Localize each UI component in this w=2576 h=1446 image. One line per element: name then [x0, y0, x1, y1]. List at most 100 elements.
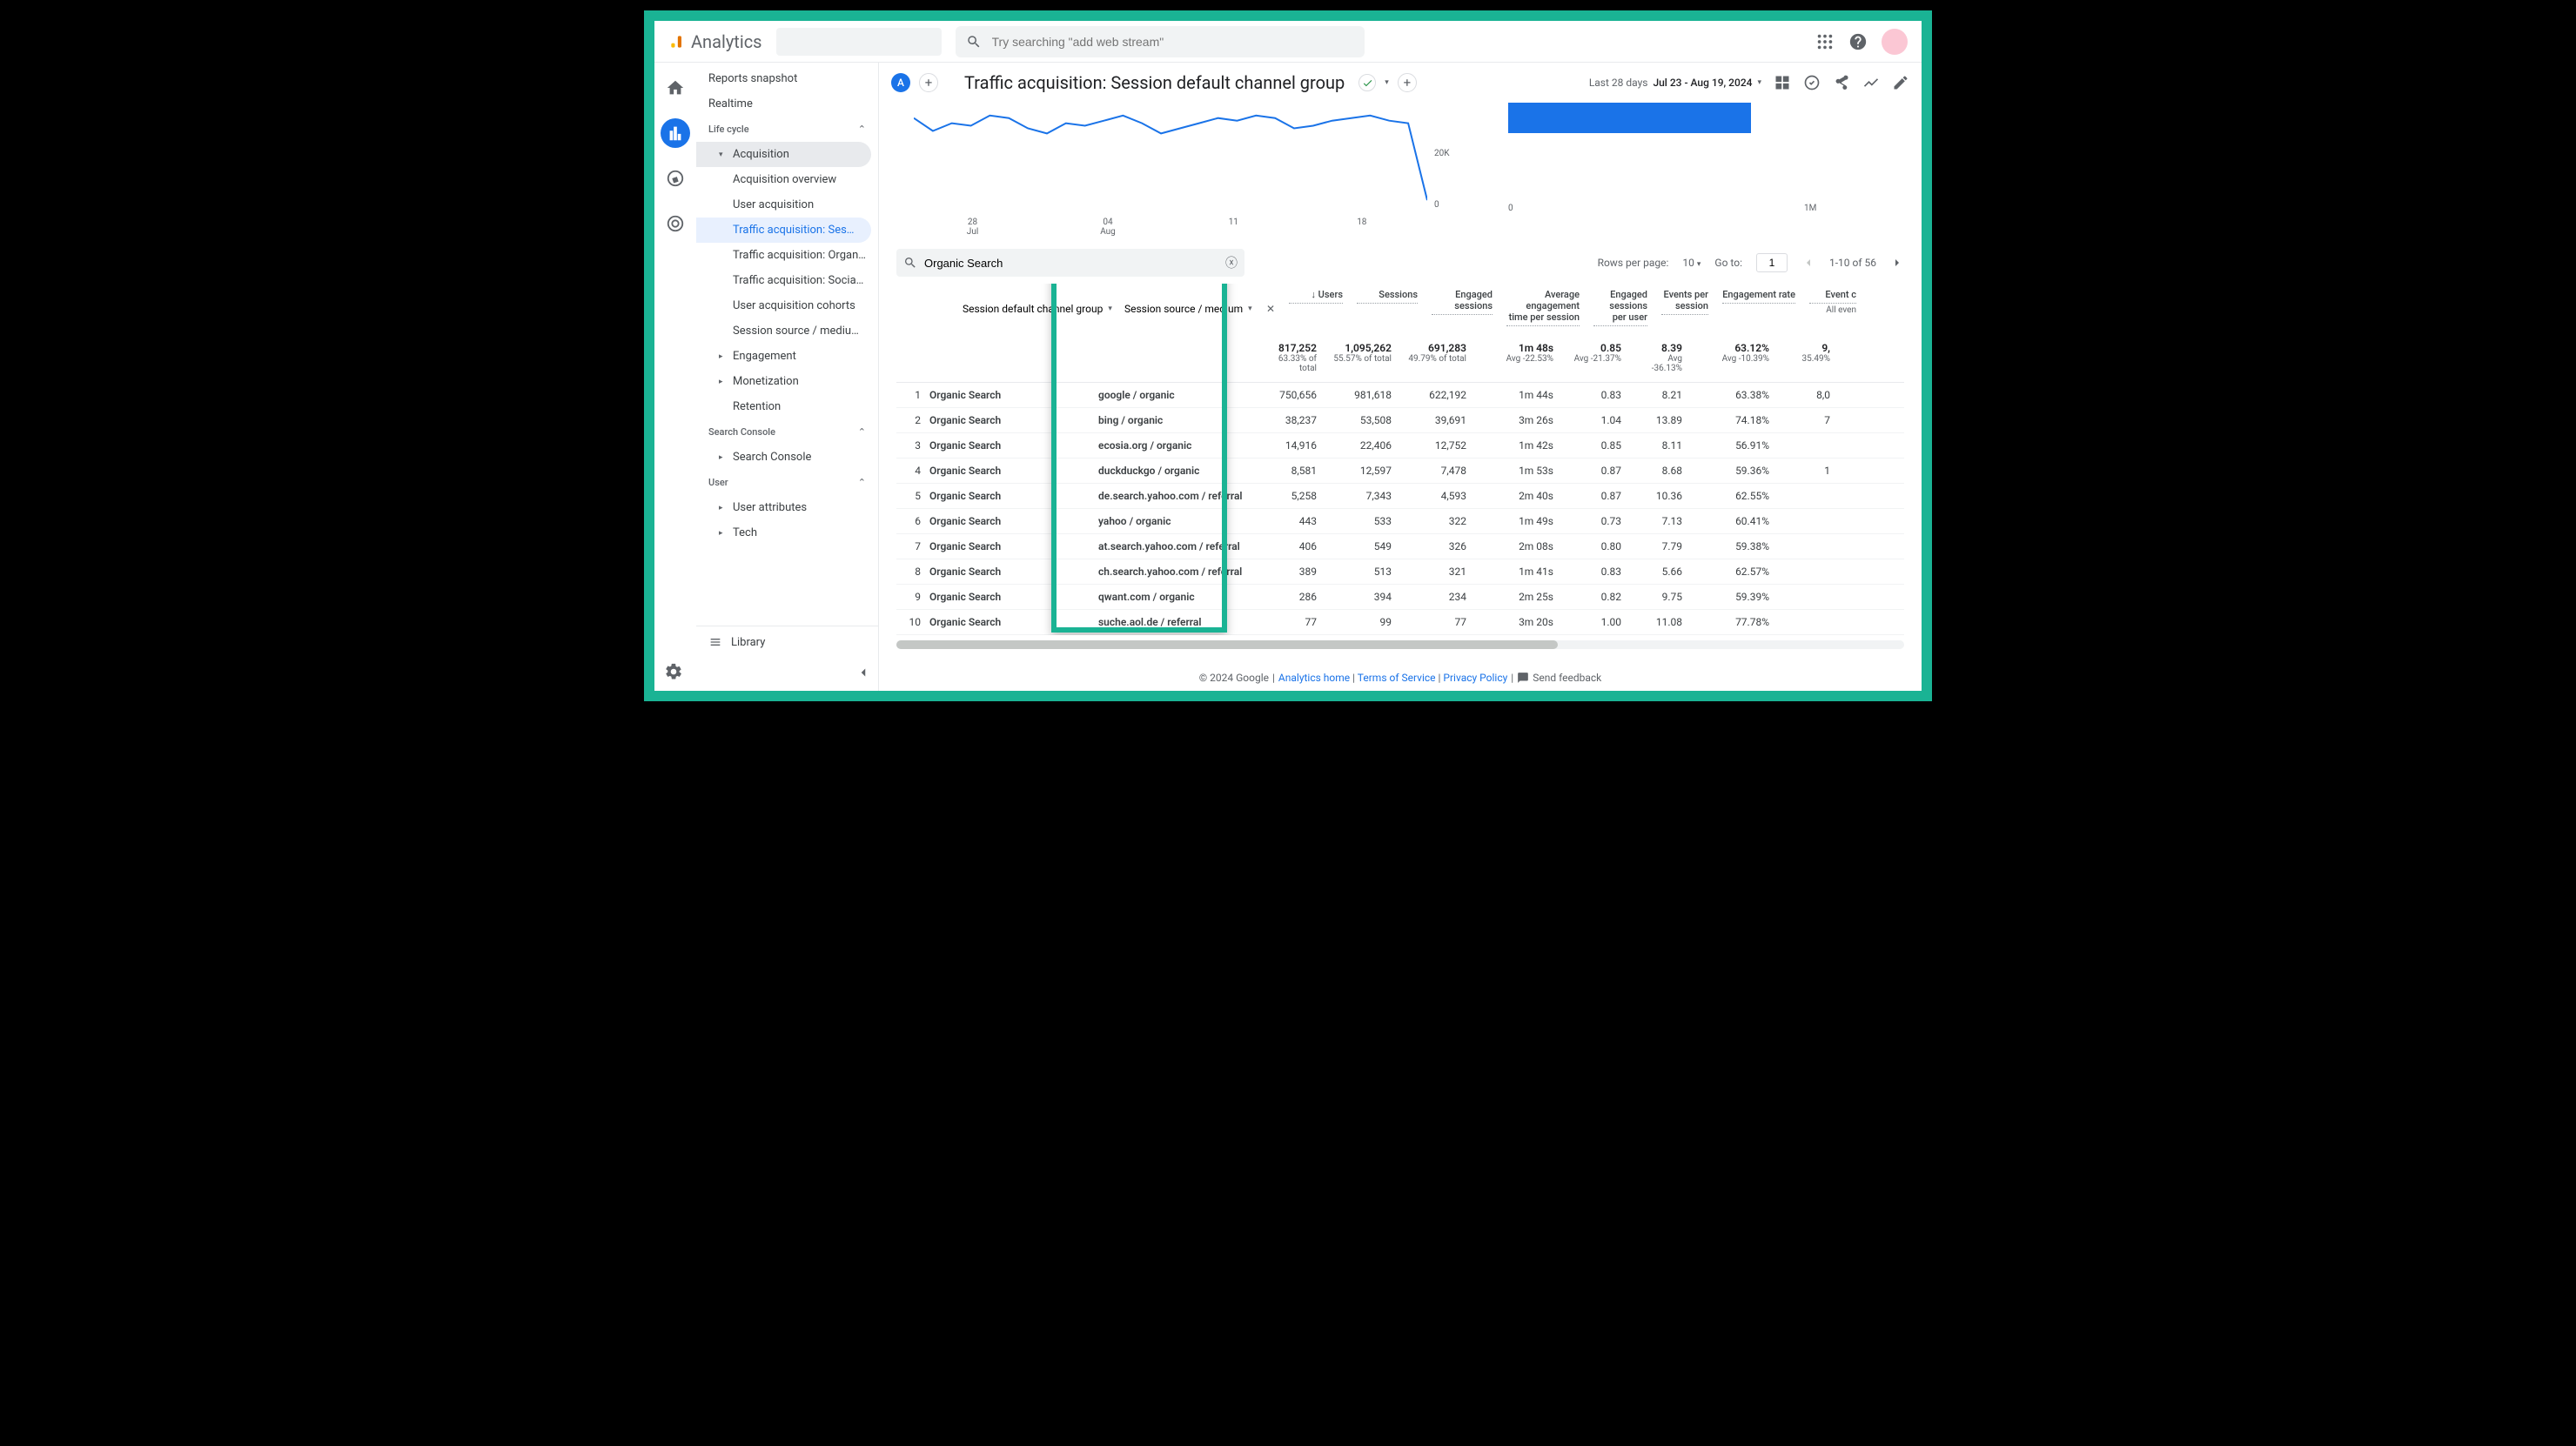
nav-home[interactable]	[661, 73, 690, 103]
report-header: A + Traffic acquisition: Session default…	[879, 63, 1922, 103]
nav-explore[interactable]	[661, 164, 690, 193]
totals-cell: 1m 48sAvg -22.53%	[1473, 342, 1560, 373]
nav-advertising[interactable]	[661, 209, 690, 238]
table-row[interactable]: 4Organic Searchduckduckgo / organic8,581…	[896, 459, 1904, 484]
table-row[interactable]: 6Organic Searchyahoo / organic4435333221…	[896, 509, 1904, 534]
table-row[interactable]: 7Organic Searchat.search.yahoo.com / ref…	[896, 534, 1904, 559]
totals-cell: 63.12%Avg -10.39%	[1689, 342, 1776, 373]
page-title: Traffic acquisition: Session default cha…	[964, 72, 1345, 93]
bar-x-label: 0	[1508, 204, 1513, 213]
column-header[interactable]: Engagement rate	[1715, 289, 1802, 328]
rows-per-page-label: Rows per page:	[1598, 257, 1669, 269]
property-selector[interactable]	[776, 28, 942, 56]
sidebar-leaf[interactable]: User acquisition cohorts	[696, 293, 878, 318]
table-row[interactable]: 2Organic Searchbing / organic38,23753,50…	[896, 408, 1904, 433]
bar-chart[interactable]: Organic Search 01M	[1488, 103, 1862, 216]
column-header[interactable]: Average engagement time per session	[1499, 289, 1587, 328]
sidebar-section-header[interactable]: Search Console⌃	[696, 419, 878, 445]
global-search[interactable]	[956, 26, 1365, 57]
apps-icon[interactable]	[1815, 32, 1835, 51]
sidebar-section-header[interactable]: User⌃	[696, 470, 878, 495]
column-header[interactable]: Event cAll even	[1802, 289, 1863, 328]
feedback-link[interactable]: Send feedback	[1533, 672, 1601, 684]
footer-link[interactable]: Terms of Service	[1358, 672, 1436, 684]
line-chart[interactable]: 020K 28Jul04Aug1118	[914, 103, 1427, 216]
column-header[interactable]: Events per session	[1654, 289, 1715, 328]
library-link[interactable]: Library	[696, 626, 878, 658]
primary-dimension-selector[interactable]: Session default channel group ▾	[929, 289, 1112, 328]
footer-link[interactable]: Privacy Policy	[1443, 672, 1507, 684]
prev-page-icon[interactable]	[1801, 256, 1815, 270]
horizontal-scrollbar[interactable]	[896, 640, 1904, 649]
column-header[interactable]: Engaged sessions	[1425, 289, 1499, 328]
totals-row: 817,25263.33% of total1,095,26255.57% of…	[896, 333, 1904, 383]
sidebar-collapse[interactable]	[696, 658, 878, 691]
filter-input[interactable]	[924, 257, 1218, 270]
logo[interactable]: Analytics	[668, 31, 762, 52]
x-axis-label: 28Jul	[967, 218, 978, 237]
footer-link[interactable]: Analytics home	[1278, 672, 1350, 684]
table-filter[interactable]: ⓧ	[896, 249, 1244, 277]
table-row[interactable]: 3Organic Searchecosia.org / organic14,91…	[896, 433, 1904, 459]
sidebar-leaf[interactable]: User acquisition	[696, 192, 878, 218]
next-page-icon[interactable]	[1890, 256, 1904, 270]
admin-settings-icon[interactable]	[664, 662, 683, 681]
sidebar-group[interactable]: Monetization	[696, 369, 878, 394]
date-range-picker[interactable]: Last 28 days Jul 23 - Aug 19, 2024 ▾	[1589, 77, 1761, 89]
table-row[interactable]: 8Organic Searchch.search.yahoo.com / ref…	[896, 559, 1904, 585]
sidebar-section-header[interactable]: Life cycle⌃	[696, 117, 878, 142]
column-header[interactable]: ↓ Users	[1282, 289, 1350, 328]
scrollbar-thumb[interactable]	[896, 640, 1558, 649]
goto-label: Go to:	[1714, 257, 1742, 269]
secondary-dimension-selector[interactable]: Session source / medium ▾ ✕	[1112, 289, 1282, 328]
edit-icon[interactable]	[1892, 74, 1909, 91]
sidebar-leaf[interactable]: Acquisition overview	[696, 167, 878, 192]
sidebar-leaf[interactable]: Traffic acquisition: Session...	[696, 218, 871, 243]
sidebar-group[interactable]: Search Console	[696, 445, 878, 470]
table-row[interactable]: 9Organic Searchqwant.com / organic286394…	[896, 585, 1904, 610]
totals-cell: 817,25263.33% of total	[1256, 342, 1324, 373]
status-chip[interactable]	[1358, 74, 1376, 91]
date-prefix: Last 28 days	[1589, 77, 1648, 89]
chevron-down-icon[interactable]: ▾	[1385, 78, 1389, 87]
page-range: 1-10 of 56	[1829, 257, 1876, 269]
sidebar-item[interactable]: Reports snapshot	[696, 66, 878, 91]
explore-icon	[666, 169, 685, 188]
table-row[interactable]: 10Organic Searchsuche.aol.de / referral7…	[896, 610, 1904, 635]
totals-cell: 8.39Avg -36.13%	[1628, 342, 1689, 373]
table-row[interactable]: 1Organic Searchgoogle / organic750,65698…	[896, 383, 1904, 408]
clear-filter-icon[interactable]: ⓧ	[1225, 254, 1238, 271]
compare-icon[interactable]	[1774, 74, 1791, 91]
search-input[interactable]	[992, 35, 1354, 49]
sidebar-group[interactable]: Acquisition	[696, 142, 871, 167]
target-icon	[666, 214, 685, 233]
sidebar-leaf[interactable]: Session source / medium (...	[696, 318, 878, 344]
audience-badge[interactable]: A	[891, 73, 910, 92]
sidebar-group[interactable]: Engagement	[696, 344, 878, 369]
sidebar-group[interactable]: Tech	[696, 520, 878, 546]
rows-per-page-select[interactable]: 10 ▾	[1682, 257, 1701, 269]
share-icon[interactable]	[1833, 74, 1850, 91]
help-icon[interactable]	[1848, 32, 1868, 51]
column-header[interactable]: Sessions	[1350, 289, 1425, 328]
y-axis-label: 20K	[1434, 149, 1450, 158]
insights-icon[interactable]	[1803, 74, 1821, 91]
sidebar-group[interactable]: User attributes	[696, 495, 878, 520]
remove-dimension-icon[interactable]: ✕	[1266, 303, 1275, 315]
table-row[interactable]: 5Organic Searchde.search.yahoo.com / ref…	[896, 484, 1904, 509]
date-range-value: Jul 23 - Aug 19, 2024	[1653, 77, 1752, 89]
trend-icon[interactable]	[1862, 74, 1880, 91]
add-filter-button[interactable]: +	[1398, 73, 1417, 92]
line-chart-svg	[914, 103, 1427, 216]
sidebar-leaf[interactable]: Traffic acquisition: Organic	[696, 243, 878, 268]
nav-reports[interactable]	[661, 118, 690, 148]
add-comparison-button[interactable]: +	[919, 73, 938, 92]
nav-rail	[654, 63, 696, 691]
goto-input[interactable]	[1756, 253, 1788, 272]
footer: © 2024 Google | Analytics home | Terms o…	[879, 665, 1922, 691]
sidebar-item[interactable]: Realtime	[696, 91, 878, 117]
column-header[interactable]: Engaged sessions per user	[1587, 289, 1654, 328]
sidebar-group[interactable]: Retention	[696, 394, 878, 419]
avatar[interactable]	[1882, 29, 1908, 55]
sidebar-leaf[interactable]: Traffic acquisition: Social ...	[696, 268, 878, 293]
